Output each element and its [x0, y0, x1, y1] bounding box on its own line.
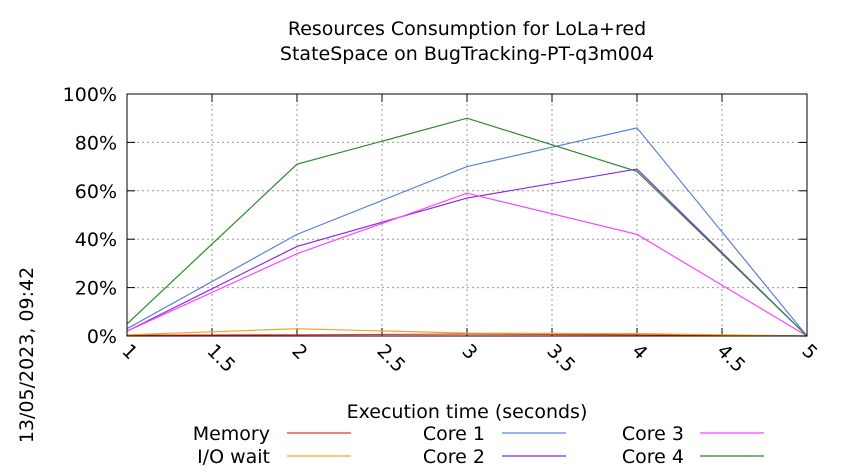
x-tick-label: 4.5 [712, 340, 749, 377]
series-line-core-1 [126, 127, 808, 337]
x-tick-label: 2 [287, 340, 311, 364]
x-tick-label: 3 [457, 340, 481, 364]
legend-label-memory: Memory [193, 423, 270, 445]
legend-label-i-o-wait: I/O wait [197, 446, 270, 468]
x-tick-label: 4 [627, 340, 651, 364]
series-line-core-2 [126, 168, 808, 337]
x-tick-label: 2.5 [372, 340, 409, 377]
y-tick-label: 20% [75, 278, 117, 300]
legend-label-core-2: Core 2 [423, 446, 485, 468]
x-tick-label: 1.5 [202, 340, 239, 377]
x-tick-label: 5 [797, 340, 821, 364]
series-line-i-o-wait [126, 328, 808, 337]
chart-title-line-2: StateSpace on BugTracking-PT-q3m004 [280, 43, 654, 65]
series-line-memory [126, 333, 808, 337]
timestamp: 13/05/2023, 09:42 [16, 267, 38, 443]
plot-frame [126, 93, 808, 337]
y-tick-label: 40% [75, 229, 117, 251]
y-tick-label: 80% [75, 132, 117, 154]
series-line-core-4 [126, 117, 808, 337]
series-lines [126, 117, 808, 337]
grid [127, 94, 807, 336]
x-tick-label: 3.5 [542, 340, 579, 377]
chart-title-line-1: Resources Consumption for LoLa+red [288, 18, 646, 40]
y-axis-ticks: 0% 20% 40% 60% 80% 100% [63, 84, 807, 348]
legend-label-core-1: Core 1 [423, 423, 485, 445]
x-axis-label: Execution time (seconds) [347, 401, 588, 423]
x-tick-label: 1 [117, 340, 141, 364]
series-line-core-3 [126, 192, 808, 337]
y-tick-label: 60% [75, 181, 117, 203]
legend-label-core-3: Core 3 [622, 423, 684, 445]
legend-label-core-4: Core 4 [622, 446, 684, 468]
y-tick-label: 0% [87, 326, 117, 348]
y-tick-label: 100% [63, 84, 117, 106]
